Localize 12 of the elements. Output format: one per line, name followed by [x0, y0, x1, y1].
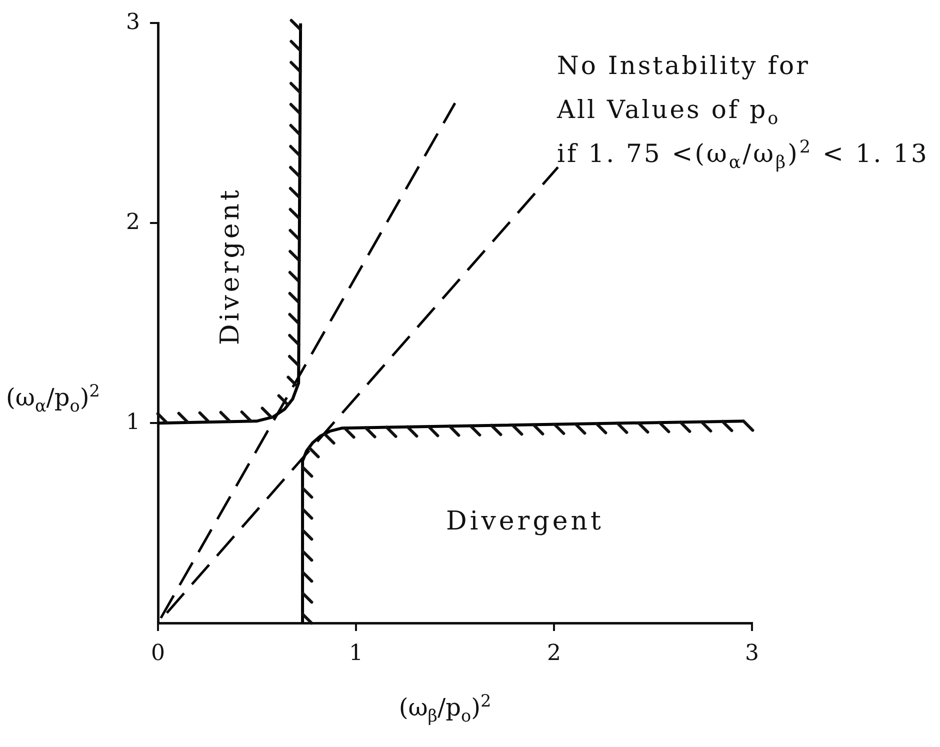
x-axis-title: (ω$_{β}$/p$_{o}$)$^{2}$ — [398, 690, 492, 726]
x-tick-label: 2 — [547, 640, 561, 666]
annotation: Divergent — [446, 506, 604, 538]
y-tick-label: 2 — [126, 210, 140, 235]
annotation: Divergent — [215, 187, 246, 345]
y-axis-title: (ω$_{α}$/p$_{o}$)$^{2}$ — [6, 380, 100, 416]
x-tick-label: 3 — [745, 640, 759, 666]
y-tick-label: 1 — [126, 410, 140, 435]
text: No Instability for All Values of p$_{o}$ if 1. 75 <(ω$_{α}$/ω$_{β}$)$^{2}$ < 1. 13 — [557, 51, 929, 173]
y-tick-label: 3 — [126, 10, 140, 35]
x-tick-label: 0 — [151, 640, 165, 666]
x-tick-label: 1 — [349, 640, 363, 666]
